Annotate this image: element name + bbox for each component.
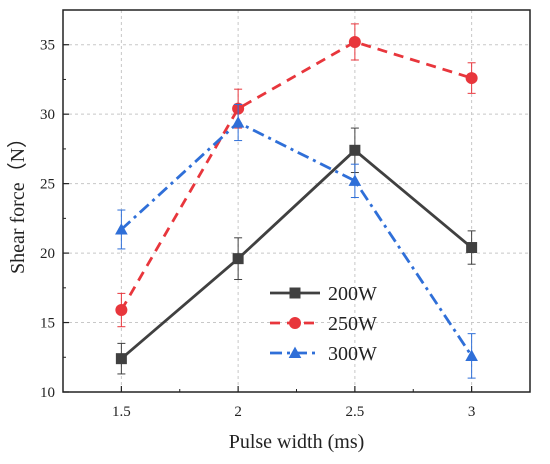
y-tick-label: 35	[40, 38, 55, 54]
plot-frame	[62, 9, 531, 393]
data-point	[115, 223, 128, 235]
series-200w	[115, 127, 478, 375]
series-line	[120, 40, 473, 311]
legend-marker	[289, 287, 301, 299]
data-point	[115, 304, 128, 317]
legend: 200W 250W 300W	[270, 283, 377, 365]
data-point	[232, 253, 244, 265]
data-point	[231, 116, 245, 128]
grid	[63, 10, 530, 392]
legend-label: 200W	[328, 283, 377, 305]
legend-marker	[289, 317, 301, 329]
y-tick-label: 25	[40, 177, 55, 193]
legend-label: 250W	[328, 313, 377, 335]
legend-marker	[288, 346, 302, 359]
series-line	[120, 120, 473, 357]
data-point	[348, 35, 361, 48]
y-tick-label: 15	[40, 316, 55, 332]
y-tick-label: 20	[40, 246, 55, 262]
series-line	[120, 148, 473, 360]
data-point	[348, 174, 362, 186]
data-point	[466, 242, 478, 254]
data-point	[349, 144, 361, 156]
x-axis-title: Pulse width (ms)	[229, 431, 365, 453]
y-tick-label: 10	[40, 385, 55, 401]
series-300w	[115, 103, 478, 379]
axes-ticks: 1.5 2 2.5 3 10 15 20 25 30 35	[40, 38, 475, 420]
series-250w	[115, 23, 478, 328]
y-axis-title: Shear force（N）	[6, 128, 29, 274]
data-point	[115, 353, 127, 365]
data-point	[465, 72, 478, 85]
x-tick-label: 3	[468, 404, 476, 420]
x-tick-label: 2.5	[346, 404, 365, 420]
y-tick-label: 30	[40, 107, 55, 123]
x-tick-label: 1.5	[112, 404, 131, 420]
data-point	[465, 349, 478, 361]
x-tick-label: 2	[234, 404, 242, 420]
legend-label: 300W	[328, 343, 377, 365]
series-group	[115, 23, 478, 379]
